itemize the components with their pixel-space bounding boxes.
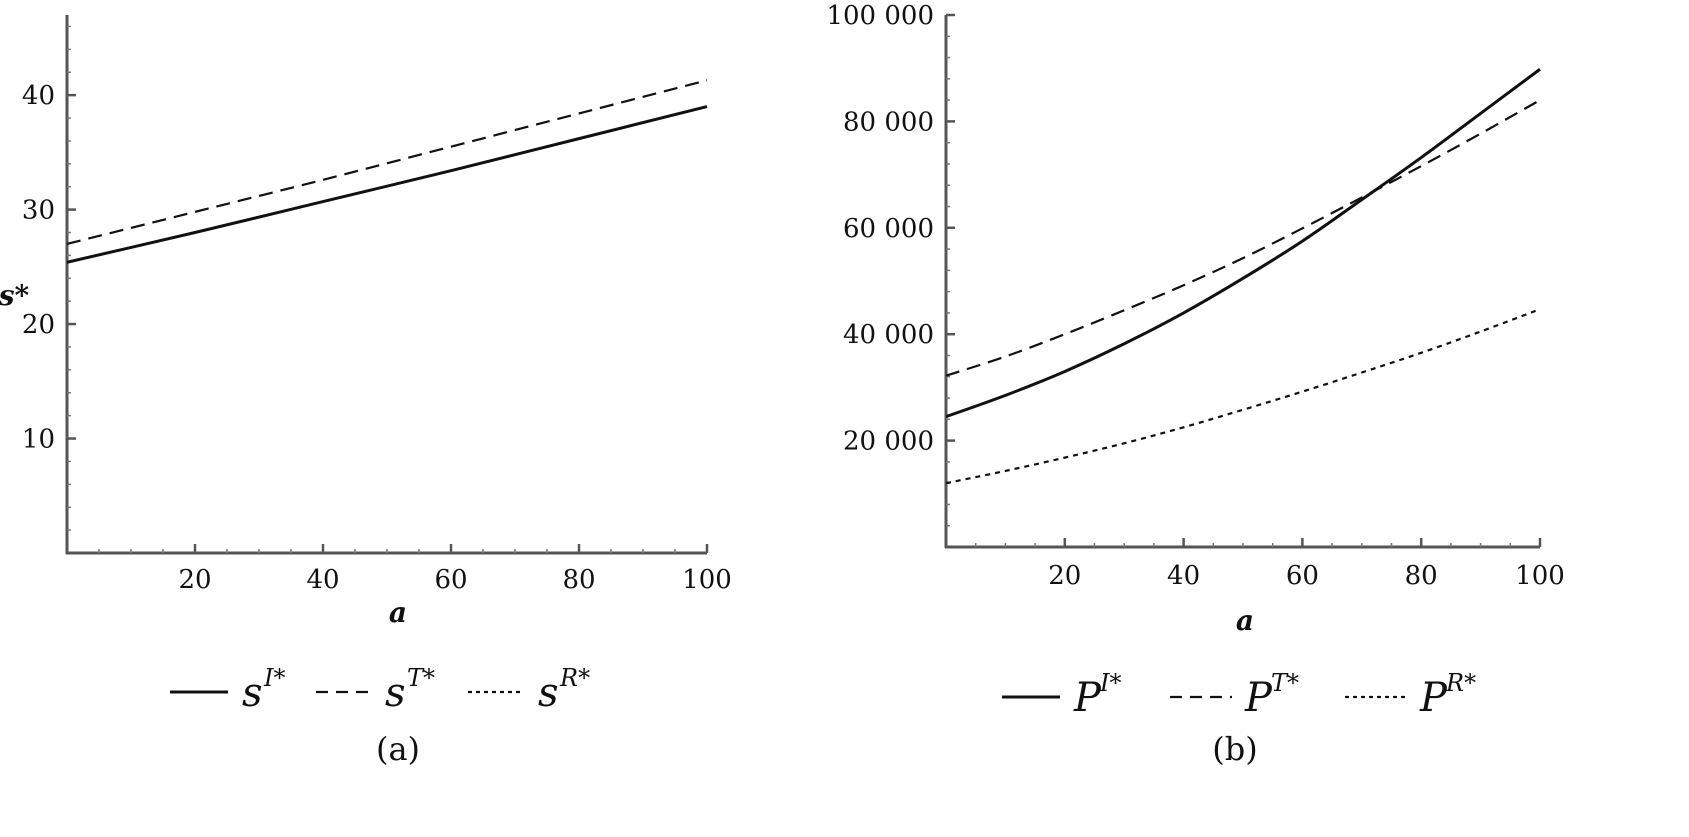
legend-label: P (1244, 675, 1273, 721)
y-tick-label: 30 (22, 196, 55, 226)
legend-entry-t: P T* (1170, 669, 1299, 721)
x-tick-label: 60 (434, 565, 467, 595)
legend-label-superscript: R* (1445, 669, 1476, 697)
legend-entry-t: s T* (316, 664, 435, 716)
legend-label: s (385, 670, 406, 716)
series-line-r (946, 308, 1541, 485)
x-axis-title: a (1236, 604, 1254, 637)
x-tick-label: 20 (178, 565, 211, 595)
legend-label: P (1073, 675, 1102, 721)
y-tick-label: 20 000 (843, 427, 934, 457)
x-tick-label: 20 (1048, 561, 1081, 591)
y-tick-label: 100 000 (826, 1, 934, 31)
legend-label-superscript: T* (407, 664, 435, 692)
legend-label-superscript: R* (559, 664, 590, 692)
y-tick-label: 40 (22, 81, 55, 111)
chart-panel-b: 20 40 60 80 100 20 000 40 000 60 000 80 000 100 0… (826, 1, 1564, 768)
series-line-t (67, 79, 708, 246)
legend-label: P (1419, 675, 1448, 721)
series-line-i (946, 68, 1541, 419)
legend-label-superscript: I* (263, 664, 285, 692)
legend-label-superscript: T* (1271, 669, 1299, 697)
legend-entry-i: P I* (1002, 669, 1121, 721)
x-tick-label: 80 (562, 565, 595, 595)
y-tick-label: 60 000 (843, 214, 934, 244)
x-axis-title: a (389, 596, 407, 629)
y-tick-label: 40 000 (843, 320, 934, 350)
legend-label-superscript: I* (1099, 669, 1121, 697)
legend-entry-r: s R* (468, 664, 590, 716)
legend-label: s (538, 670, 559, 716)
y-tick-label: 80 000 (843, 107, 934, 137)
legend-entry-i: s I* (170, 664, 285, 716)
x-tick-label: 80 (1405, 561, 1438, 591)
panel-label: (b) (1212, 730, 1257, 768)
x-tick-label: 100 (1515, 561, 1565, 591)
y-tick-label: 20 (22, 310, 55, 340)
panel-label: (a) (376, 730, 420, 768)
x-tick-label: 60 (1286, 561, 1319, 591)
series-line-i (67, 105, 708, 264)
y-axis-title: s* (0, 279, 30, 312)
legend-entry-r: P R* (1345, 669, 1476, 721)
x-tick-label: 40 (1167, 561, 1200, 591)
x-tick-label: 40 (306, 565, 339, 595)
series-line-t (946, 99, 1541, 377)
x-tick-label: 100 (682, 565, 732, 595)
legend-label: s (242, 670, 263, 716)
y-tick-label: 10 (22, 425, 55, 455)
